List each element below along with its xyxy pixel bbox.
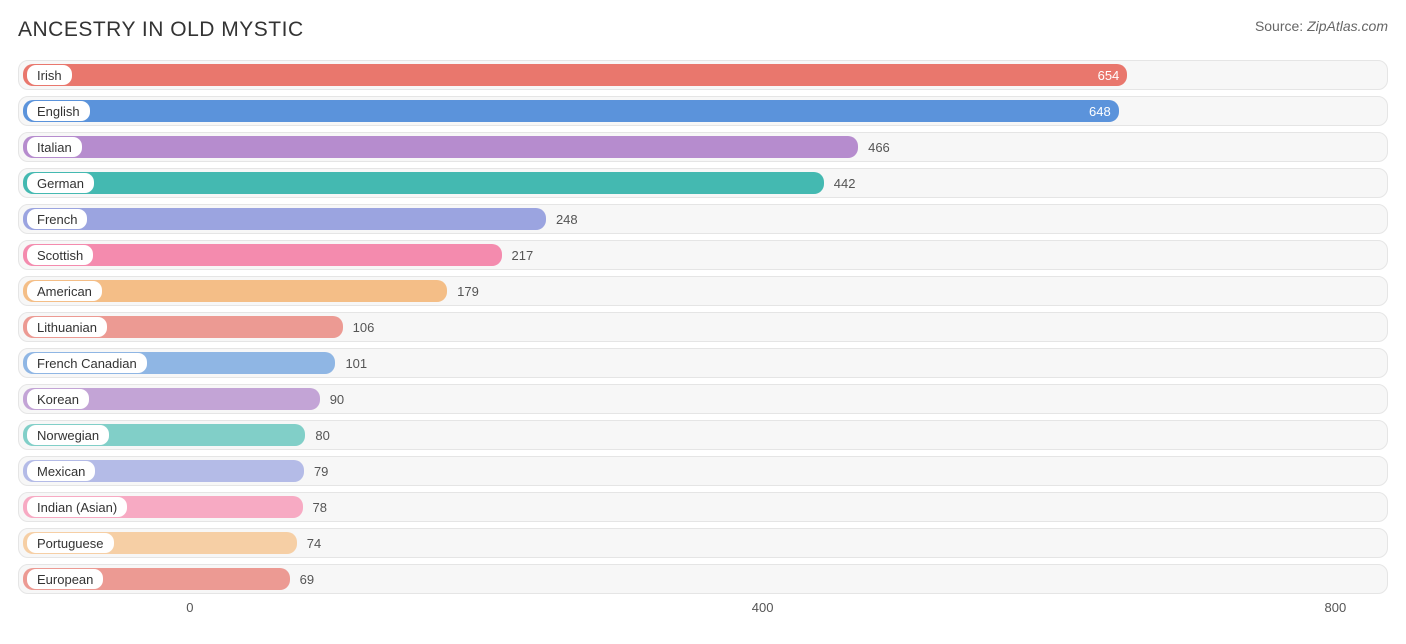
bar-fill — [23, 100, 1119, 122]
bar-value: 248 — [556, 205, 578, 233]
bar-row: Irish 654 — [18, 60, 1388, 90]
bar-value: 106 — [353, 313, 375, 341]
bar-fill — [23, 208, 546, 230]
bar-value: 648 — [1089, 97, 1111, 125]
bar-label: Lithuanian — [27, 317, 107, 337]
bar-label: American — [27, 281, 102, 301]
bar-value: 79 — [314, 457, 328, 485]
bar-value: 74 — [307, 529, 321, 557]
bar-row: Indian (Asian) 78 — [18, 492, 1388, 522]
bars-area: Irish 654 English 648 Italian 466 German 442 Fre… — [18, 60, 1388, 594]
bar-fill — [23, 64, 1127, 86]
bar-label: Mexican — [27, 461, 95, 481]
bar-row: French 248 — [18, 204, 1388, 234]
source-label: Source: — [1255, 18, 1303, 34]
ancestry-chart: ANCESTRY IN OLD MYSTIC Source: ZipAtlas.… — [0, 0, 1406, 644]
bar-label: Irish — [27, 65, 72, 85]
bar-label: German — [27, 173, 94, 193]
bar-value: 654 — [1098, 61, 1120, 89]
bar-label: Korean — [27, 389, 89, 409]
bar-row: American 179 — [18, 276, 1388, 306]
axis-tick: 400 — [752, 600, 774, 615]
bar-row: Norwegian 80 — [18, 420, 1388, 450]
bar-value: 78 — [313, 493, 327, 521]
bar-row: Portuguese 74 — [18, 528, 1388, 558]
bar-row: German 442 — [18, 168, 1388, 198]
bar-row: Italian 466 — [18, 132, 1388, 162]
bar-fill — [23, 172, 824, 194]
bar-row: French Canadian 101 — [18, 348, 1388, 378]
axis-tick: 0 — [186, 600, 193, 615]
bar-value: 101 — [345, 349, 367, 377]
chart-source: Source: ZipAtlas.com — [1255, 18, 1388, 34]
bar-value: 466 — [868, 133, 890, 161]
source-value: ZipAtlas.com — [1307, 18, 1388, 34]
bar-label: Norwegian — [27, 425, 109, 445]
bar-label: European — [27, 569, 103, 589]
bar-value: 217 — [512, 241, 534, 269]
bar-row: Mexican 79 — [18, 456, 1388, 486]
chart-title: ANCESTRY IN OLD MYSTIC — [18, 18, 304, 42]
bar-row: Lithuanian 106 — [18, 312, 1388, 342]
bar-value: 80 — [315, 421, 329, 449]
x-axis: 0 400 800 — [18, 600, 1388, 630]
bar-label: Indian (Asian) — [27, 497, 127, 517]
axis-tick: 800 — [1325, 600, 1347, 615]
bar-label: English — [27, 101, 90, 121]
bar-value: 69 — [300, 565, 314, 593]
bar-fill — [23, 244, 502, 266]
bar-fill — [23, 136, 858, 158]
bar-label: Italian — [27, 137, 82, 157]
bar-label: French — [27, 209, 87, 229]
chart-header: ANCESTRY IN OLD MYSTIC Source: ZipAtlas.… — [18, 18, 1388, 42]
bar-row: European 69 — [18, 564, 1388, 594]
bar-label: Portuguese — [27, 533, 114, 553]
bar-value: 90 — [330, 385, 344, 413]
bar-label: Scottish — [27, 245, 93, 265]
bar-value: 442 — [834, 169, 856, 197]
bar-row: Korean 90 — [18, 384, 1388, 414]
bar-row: Scottish 217 — [18, 240, 1388, 270]
bar-row: English 648 — [18, 96, 1388, 126]
bar-value: 179 — [457, 277, 479, 305]
bar-label: French Canadian — [27, 353, 147, 373]
